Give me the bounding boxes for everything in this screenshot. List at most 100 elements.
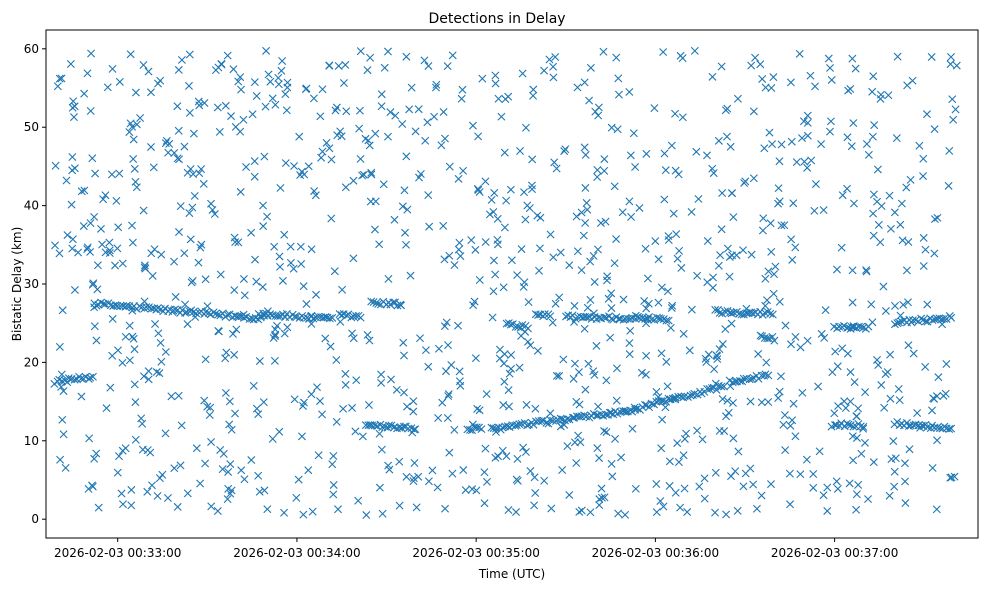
detection-point xyxy=(112,196,121,205)
detection-point xyxy=(540,476,549,485)
detection-point xyxy=(499,359,508,368)
detection-point xyxy=(157,357,166,366)
detection-point xyxy=(400,186,409,195)
detection-point xyxy=(161,139,170,148)
detection-point xyxy=(302,300,311,309)
detection-point xyxy=(787,235,796,244)
detection-point xyxy=(659,502,668,511)
detection-point xyxy=(777,140,786,149)
detection-point xyxy=(584,359,593,368)
detection-point xyxy=(53,82,62,91)
x-axis-label: Time (UTC) xyxy=(478,567,545,581)
detection-point xyxy=(222,348,231,357)
detection-point xyxy=(329,490,338,499)
detection-point xyxy=(693,271,702,280)
detection-point xyxy=(868,318,877,327)
detection-point xyxy=(290,162,299,171)
detection-point xyxy=(529,85,538,94)
detection-point xyxy=(683,508,692,517)
detection-point xyxy=(352,312,361,321)
detection-point xyxy=(211,309,220,318)
detection-point xyxy=(537,416,546,425)
detection-point xyxy=(454,245,463,254)
detection-point xyxy=(196,243,205,252)
detection-point xyxy=(854,404,863,413)
detection-point xyxy=(276,262,284,271)
detection-point xyxy=(700,474,709,483)
detection-point xyxy=(727,189,736,198)
detection-point xyxy=(775,387,784,396)
detection-point xyxy=(444,341,453,350)
detection-point xyxy=(722,510,731,519)
detection-point xyxy=(170,257,179,266)
detection-point xyxy=(752,504,761,513)
x-tick-label: 2026-02-03 00:34:00 xyxy=(233,546,360,560)
detection-point xyxy=(864,150,873,159)
detection-point xyxy=(296,171,305,180)
detection-point xyxy=(69,113,78,122)
detection-point xyxy=(424,362,433,371)
detection-point xyxy=(358,432,367,441)
detection-point xyxy=(519,443,528,452)
y-axis-label: Bistatic Delay (km) xyxy=(10,227,24,342)
detection-point xyxy=(612,235,621,244)
detection-point xyxy=(88,372,97,381)
detection-point xyxy=(823,483,832,492)
detection-point xyxy=(521,447,530,456)
detection-point xyxy=(666,323,675,332)
x-tick-label: 2026-02-03 00:33:00 xyxy=(54,546,181,560)
detection-point xyxy=(729,213,738,222)
detection-point xyxy=(809,470,818,478)
detection-point xyxy=(581,183,590,192)
detection-point xyxy=(127,501,136,510)
detection-point xyxy=(239,115,248,124)
detection-point xyxy=(219,449,228,458)
detection-point xyxy=(892,134,901,143)
detection-point xyxy=(440,134,449,143)
detection-point xyxy=(625,197,634,206)
detection-point xyxy=(420,56,429,65)
detection-point xyxy=(768,310,777,319)
detection-point xyxy=(560,147,569,156)
detection-point xyxy=(600,493,609,502)
detection-point xyxy=(51,161,60,170)
detection-point xyxy=(445,162,454,171)
detection-point xyxy=(421,136,430,145)
detection-point xyxy=(947,473,956,482)
detection-point xyxy=(757,398,766,407)
detection-point xyxy=(517,245,526,254)
detection-point xyxy=(668,394,677,403)
detection-point xyxy=(283,83,292,92)
detection-point xyxy=(383,47,392,56)
detection-point xyxy=(762,358,771,367)
detection-point xyxy=(725,272,734,281)
detection-point xyxy=(610,259,619,268)
detection-point xyxy=(657,349,666,358)
detection-point xyxy=(402,472,411,481)
detection-point xyxy=(607,314,616,323)
detection-point xyxy=(595,454,604,463)
detection-point xyxy=(873,355,881,364)
x-tick-label: 2026-02-03 00:36:00 xyxy=(592,546,719,560)
detection-point xyxy=(663,382,672,391)
detection-point xyxy=(642,149,651,158)
y-tick-label: 60 xyxy=(24,42,39,56)
detection-point xyxy=(270,356,279,365)
detection-point xyxy=(500,377,509,386)
detection-point xyxy=(785,469,794,478)
detection-point xyxy=(327,155,336,164)
detection-point xyxy=(163,493,172,502)
detection-point xyxy=(898,236,907,245)
detection-point xyxy=(590,277,599,286)
detection-point xyxy=(886,394,895,403)
detection-point xyxy=(148,271,157,280)
detection-point xyxy=(316,112,325,121)
detection-point xyxy=(70,375,79,384)
detection-point xyxy=(485,210,494,219)
detection-point xyxy=(499,283,508,292)
detection-point xyxy=(612,53,621,62)
detection-point xyxy=(477,425,486,434)
detection-point xyxy=(586,508,595,517)
detection-point xyxy=(474,132,483,141)
detection-point xyxy=(659,48,668,57)
